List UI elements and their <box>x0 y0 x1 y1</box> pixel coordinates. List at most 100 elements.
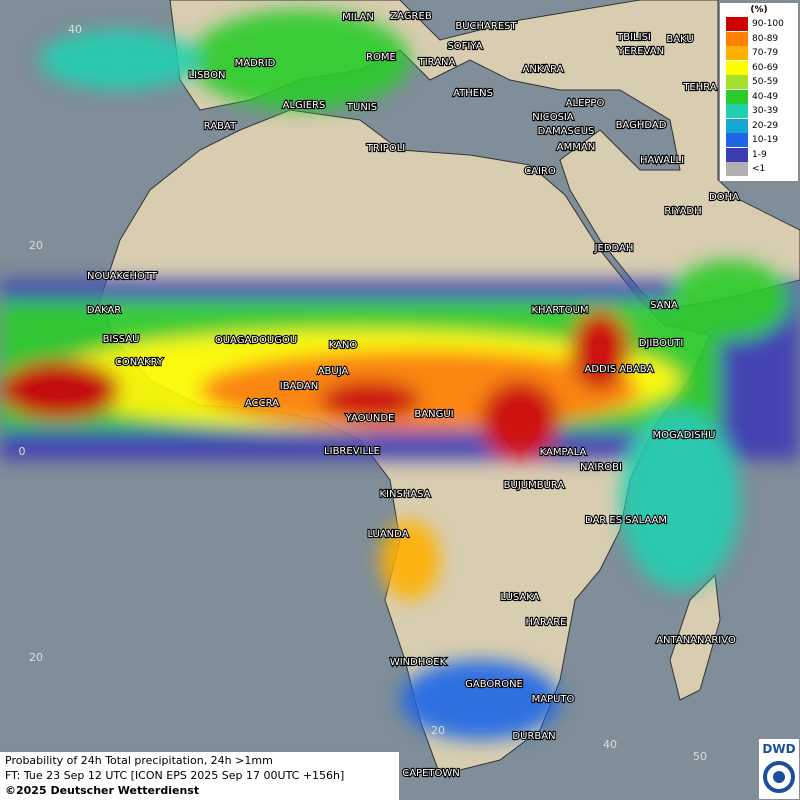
city-label: NOUAKCHOTT <box>87 271 158 282</box>
city-label: DAKAR <box>87 305 122 316</box>
legend-swatch <box>726 162 748 177</box>
precipitation-field <box>0 10 800 740</box>
graticule-label: 20 <box>431 724 445 737</box>
dwd-logo: DWD <box>759 739 799 799</box>
legend-item: 40-49 <box>720 89 798 105</box>
legend-label: <1 <box>752 164 766 175</box>
city-label: SANA <box>650 300 678 311</box>
city-label: OUAGADOUGOU <box>215 335 297 346</box>
forecast-time: FT: Tue 23 Sep 12 UTC [ICON EPS 2025 Sep… <box>5 769 345 782</box>
logo-icon <box>763 761 795 793</box>
city-label: RABAT <box>204 121 237 132</box>
city-label: ACCRA <box>245 398 279 409</box>
city-label: IBADAN <box>280 381 319 392</box>
city-label: BUJUMBURA <box>504 480 565 491</box>
city-label: DURBAN <box>512 731 555 742</box>
city-label: ADDIS ABABA <box>585 364 654 375</box>
city-label: ALEPPO <box>566 98 605 109</box>
legend-swatch <box>726 89 748 104</box>
city-label: DAR ES SALAAM <box>585 515 667 526</box>
legend-title: (%) <box>750 5 768 15</box>
city-label: BAKU <box>666 34 693 45</box>
legend-label: 30-39 <box>752 106 779 117</box>
city-label: NICOSIA <box>532 112 574 123</box>
city-label: HARARE <box>525 617 566 628</box>
city-label: LIBREVILLE <box>324 446 380 457</box>
legend-item: 10-19 <box>720 133 798 148</box>
city-label: ANTANANARIVO <box>656 635 736 646</box>
graticule-label: 40 <box>68 23 82 36</box>
legend-swatch <box>726 104 748 119</box>
legend-swatch <box>726 60 748 75</box>
legend-label: 70-79 <box>752 48 779 59</box>
city-label: BUCHAREST <box>455 21 517 32</box>
city-label: DOHA <box>709 192 739 203</box>
city-label: TRIPOLI <box>366 143 405 154</box>
city-label: LUANDA <box>367 529 408 540</box>
graticule-label: 50 <box>693 750 707 763</box>
legend-label: 1-9 <box>752 149 767 160</box>
legend-label: 60-69 <box>752 62 779 73</box>
city-label: ALGIERS <box>283 100 326 111</box>
legend-swatch <box>726 118 748 133</box>
city-label: TBILISI <box>616 32 651 43</box>
city-label: LUSAKA <box>501 592 540 603</box>
city-label: BANGUI <box>414 409 453 420</box>
city-label: ZAGREB <box>390 11 432 22</box>
city-label: KINSHASA <box>379 489 430 500</box>
legend-item: 90-100 <box>720 17 798 32</box>
legend-label: 90-100 <box>752 19 784 30</box>
legend-item: 30-39 <box>720 104 798 119</box>
legend-item: 70-79 <box>720 46 798 61</box>
map-title: Probability of 24h Total precipitation, … <box>5 754 273 767</box>
legend-label: 20-29 <box>752 120 779 131</box>
city-label: BAGHDAD <box>616 120 667 131</box>
city-label: ATHENS <box>453 88 493 99</box>
city-label: BISSAU <box>103 334 140 345</box>
city-label: CONAKRY <box>115 357 164 368</box>
city-label: JEDDAH <box>594 243 634 254</box>
city-label: TUNIS <box>346 102 377 113</box>
legend-swatch <box>726 133 748 148</box>
city-labels: MILAN ZAGREB BUCHAREST SOFIYA TBILISI BAKU ROM… <box>86 10 741 780</box>
legend-label: 80-89 <box>752 33 779 44</box>
city-label: TEHRA <box>682 82 716 93</box>
city-label: ANKARA <box>523 64 564 75</box>
city-label: MOGADISHU <box>653 430 716 441</box>
city-label: CAPETOWN <box>402 768 460 779</box>
city-label: KAMPALA <box>540 447 587 458</box>
legend-item: 50-59 <box>720 75 798 90</box>
city-label: CAIRO <box>524 166 556 177</box>
graticule-label: 20 <box>29 239 43 252</box>
city-label: MAPUTO <box>532 694 575 705</box>
legend-item: 80-89 <box>720 31 798 47</box>
city-label: WINDHOEK <box>390 657 447 668</box>
city-label: YEREVAN <box>617 46 664 57</box>
legend-label: 50-59 <box>752 77 779 88</box>
legend-item: 1-9 <box>720 147 798 163</box>
city-label: KANO <box>329 340 358 351</box>
graticule-label: 40 <box>603 738 617 751</box>
graticule-label: 20 <box>29 651 43 664</box>
city-label: ABUJA <box>318 366 349 377</box>
city-label: ROME <box>366 52 396 63</box>
city-label: MADRID <box>235 58 276 69</box>
legend-label: 10-19 <box>752 135 779 146</box>
legend-swatch <box>726 147 748 162</box>
city-label: YAOUNDE <box>345 413 395 424</box>
legend-swatch <box>726 17 748 32</box>
graticule: 40 20 0 20 20 40 50 <box>19 23 708 763</box>
legend-label: 40-49 <box>752 91 779 102</box>
city-label: MILAN <box>342 12 374 23</box>
city-label: LISBON <box>189 70 226 81</box>
city-label: HAWALLI <box>640 155 684 166</box>
legend-item: 60-69 <box>720 60 798 76</box>
legend-item: <1 <box>720 162 798 177</box>
city-label: NAIROBI <box>580 462 622 473</box>
graticule-label: 0 <box>19 445 26 458</box>
city-label: GABORONE <box>465 679 523 690</box>
legend-swatch <box>726 75 748 90</box>
city-label: TIRANA <box>418 57 456 68</box>
